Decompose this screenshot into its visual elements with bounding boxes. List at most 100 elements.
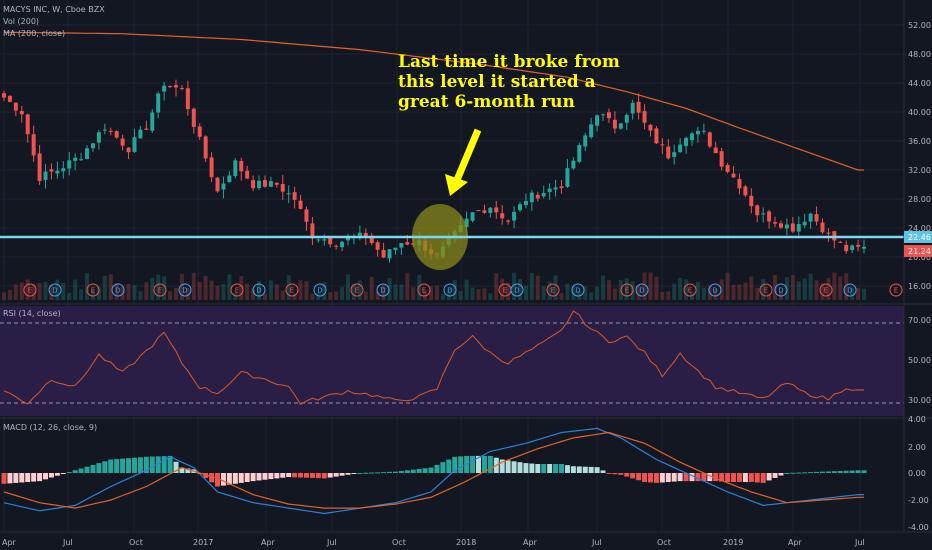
earnings-badge [546, 283, 560, 297]
macd-histogram-bar [535, 464, 541, 473]
volume-bar [369, 276, 374, 300]
candle-body [731, 173, 736, 178]
candle-body [470, 212, 475, 221]
volume-bar [150, 277, 155, 300]
price-tick: 40.00 [908, 108, 931, 117]
macd-histogram-bar [203, 473, 209, 478]
macd-histogram-bar [102, 461, 108, 473]
badge-label: E [551, 287, 555, 295]
candle-body [96, 132, 101, 143]
rsi-legend[interactable]: RSI (14, close) [3, 309, 61, 318]
macd-histogram-bar [808, 472, 814, 474]
candle-body [856, 244, 861, 247]
macd-histogram-bar [511, 461, 517, 473]
candle-body [535, 194, 540, 199]
time-tick: Oct [392, 538, 406, 547]
volume-bar [179, 273, 184, 300]
candle-body [120, 138, 125, 146]
macd-legend[interactable]: MACD (12, 26, close, 9) [3, 423, 97, 432]
volume-bar [648, 272, 653, 300]
rsi-pane [0, 310, 904, 405]
volume-bar [61, 282, 66, 300]
volume-bar [328, 292, 333, 300]
macd-histogram-bar [25, 473, 31, 482]
rsi-tick: 30.00 [908, 396, 931, 405]
price-tick: 36.00 [908, 137, 931, 146]
price-axis[interactable]: 52.00 48.00 44.00 40.00 36.00 32.00 28.0… [908, 21, 931, 291]
macd-histogram-bar [458, 456, 464, 473]
candle-body [31, 134, 36, 156]
candle-body [340, 241, 345, 248]
volume-bar [695, 281, 700, 300]
volume-bar [719, 279, 724, 300]
badge-label: E [158, 287, 162, 295]
macd-line [3, 427, 864, 515]
candle-body [61, 168, 66, 172]
volume-bar [79, 289, 84, 300]
volume-bar [162, 276, 167, 300]
volume-bar [761, 279, 766, 300]
candle-body [642, 111, 647, 123]
candle-body [648, 124, 653, 131]
time-tick: Apr [261, 538, 276, 547]
volume-bar [606, 280, 611, 300]
badge-label: E [422, 287, 426, 295]
badge-label: D [575, 287, 580, 295]
candle-body [826, 232, 831, 234]
support-price-tag-text: 22.46 [908, 233, 931, 242]
badge-label: D [380, 287, 385, 295]
macd-histogram-bar [446, 459, 452, 473]
badge-label: E [764, 287, 768, 295]
candle-body [464, 218, 469, 227]
price-tick: 20.00 [908, 253, 931, 262]
candle-body [802, 221, 807, 226]
badge-label: D [447, 287, 452, 295]
macd-histogram-bar [564, 465, 570, 473]
macd-histogram-bar [54, 473, 60, 476]
macd-histogram-bar [292, 473, 298, 478]
volume-bar [292, 293, 297, 300]
macd-histogram-bar [232, 473, 238, 484]
macd-histogram-bar [131, 457, 137, 473]
volume-bar [844, 273, 849, 300]
candle-body [114, 131, 119, 138]
volume-bar [251, 288, 256, 300]
macd-axis[interactable]: 4.00 2.00 0.00 -2.00 -4.00 [908, 415, 929, 532]
annotation-line-3: great 6-month run [398, 92, 575, 112]
time-axis[interactable]: Apr Jul Oct 2017 Apr Jul Oct 2018 Apr Ju… [2, 538, 865, 547]
macd-histogram-bar [398, 470, 404, 473]
macd-histogram-bar [499, 459, 505, 473]
macd-histogram-bar [642, 473, 648, 482]
volume-bar [518, 279, 522, 300]
volume-bar [476, 289, 481, 300]
macd-histogram-bar [825, 471, 831, 473]
macd-histogram-bar [161, 456, 167, 473]
dividend-badge [843, 283, 857, 297]
ma-legend[interactable]: MA (200, close) [3, 29, 65, 38]
candle-body [322, 239, 327, 241]
candle-body [713, 147, 718, 154]
symbol-title[interactable]: MACYS INC, W, Cboe BZX [3, 5, 105, 14]
volume-bar [262, 293, 267, 300]
volume-bar [434, 285, 439, 300]
candle-body [191, 108, 196, 127]
volume-bars [2, 272, 866, 300]
candle-body [618, 123, 623, 129]
volume-legend[interactable]: Vol (200) [3, 17, 39, 26]
price-tick: 32.00 [908, 166, 931, 175]
candle-body [138, 129, 143, 139]
dividend-badge [571, 283, 585, 297]
candle-body [156, 93, 161, 113]
candle-body [862, 246, 866, 249]
volume-bar [559, 293, 564, 300]
badge-label: E [235, 287, 239, 295]
badge-label: E [824, 287, 828, 295]
volume-bar [19, 282, 24, 300]
macd-histogram-bar [315, 473, 321, 479]
volume-bar [346, 274, 350, 300]
macd-histogram-bar [226, 473, 232, 485]
rsi-axis[interactable]: 70.00 50.00 30.00 [908, 316, 931, 405]
volume-bar [553, 275, 558, 300]
volume-bar [280, 290, 285, 300]
